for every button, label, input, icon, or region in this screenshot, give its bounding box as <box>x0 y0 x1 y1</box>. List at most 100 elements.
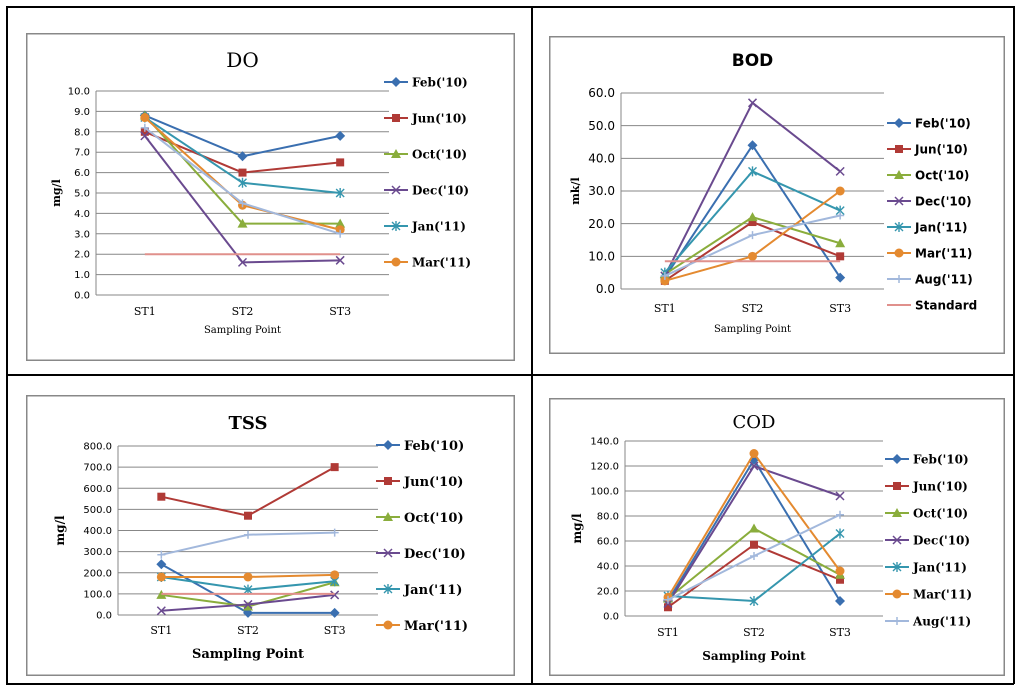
data-point <box>750 540 758 549</box>
x-axis-label: Sampling Point <box>702 649 806 663</box>
y-tick-label: 0.0 <box>74 291 90 302</box>
legend-label: Jan('11) <box>914 221 967 235</box>
y-axis-label: mg/l <box>570 513 584 543</box>
x-tick-label: ST1 <box>657 626 679 639</box>
legend-label: Feb('10) <box>404 439 464 454</box>
data-point <box>329 607 340 618</box>
legend-label: Dec('10) <box>915 195 972 209</box>
data-point <box>156 572 166 582</box>
y-tick-label: 9.0 <box>74 107 90 118</box>
data-point <box>237 218 248 228</box>
data-point <box>835 566 845 576</box>
legend-marker <box>391 149 401 158</box>
y-tick-label: 0.0 <box>603 612 619 623</box>
legend-label: Aug('11) <box>912 615 971 629</box>
legend-marker <box>391 257 401 267</box>
legend-label: Standard <box>915 299 977 313</box>
data-point <box>836 211 845 220</box>
x-tick-label: ST2 <box>232 305 254 318</box>
legend-marker <box>893 482 901 490</box>
frame-left <box>6 6 8 684</box>
data-point <box>836 510 844 519</box>
data-point <box>748 231 757 240</box>
x-tick-label: ST3 <box>829 302 851 315</box>
y-tick-label: 140.0 <box>590 437 619 448</box>
data-point <box>749 596 759 606</box>
legend-label: Mar('11) <box>913 588 972 602</box>
data-point <box>157 492 166 501</box>
data-point <box>749 461 759 471</box>
legend-label: Feb('10) <box>915 117 971 131</box>
legend-label: Oct('10) <box>915 169 969 183</box>
x-axis-label: Sampling Point <box>192 647 304 662</box>
y-axis-label: mk/l <box>569 177 582 204</box>
legend-marker <box>895 275 903 283</box>
y-tick-label: 0.0 <box>96 611 112 622</box>
y-tick-label: 8.0 <box>74 127 90 138</box>
x-axis-label: Sampling Point <box>204 325 281 336</box>
y-tick-label: 10.0 <box>68 87 90 98</box>
x-tick-label: ST2 <box>743 626 765 639</box>
data-point <box>664 595 672 604</box>
legend-marker <box>383 584 393 594</box>
chart-svg: BOD 0.0 10.0 20.0 30.0 40.0 50.0 60.0 ST1 ST2 ST3 S… <box>549 36 1005 354</box>
data-point <box>237 151 248 162</box>
legend-label: Aug('11) <box>915 273 973 287</box>
y-tick-label: 0.0 <box>596 282 615 296</box>
legend-label: Feb('10) <box>412 76 468 90</box>
data-point <box>747 98 758 108</box>
y-tick-label: 20.0 <box>588 217 615 231</box>
data-point <box>330 590 340 600</box>
legend-label: Feb('10) <box>913 453 969 467</box>
y-tick-label: 800.0 <box>83 442 112 453</box>
x-tick-label: ST2 <box>237 624 259 637</box>
legend-marker <box>894 196 904 206</box>
data-point <box>835 166 845 176</box>
y-tick-label: 100.0 <box>83 589 112 600</box>
chart-border <box>26 395 515 676</box>
y-tick-label: 5.0 <box>74 189 90 200</box>
data-point <box>836 252 845 261</box>
chart-svg: COD 0.0 20.0 40.0 60.0 80.0 100.0 120.0 140.0 ST1… <box>549 398 1005 676</box>
legend-label: Jan('11) <box>912 561 967 575</box>
y-tick-label: 6.0 <box>74 168 90 179</box>
y-tick-label: 300.0 <box>83 547 112 558</box>
data-point <box>335 130 346 141</box>
legend-label: Dec('10) <box>404 547 466 562</box>
legend-marker <box>892 508 902 517</box>
legend-label: Mar('11) <box>404 619 468 634</box>
chart-title: COD <box>733 412 776 433</box>
frame-divider-horizontal <box>6 374 1014 376</box>
data-point <box>238 168 247 177</box>
legend-marker <box>894 222 904 232</box>
legend-label: Jun('10) <box>914 143 968 157</box>
legend-marker <box>892 589 902 599</box>
legend-marker <box>391 185 401 195</box>
y-tick-label: 10.0 <box>588 250 615 264</box>
frame-right <box>1013 6 1015 684</box>
x-axis-label: Sampling Point <box>714 324 791 335</box>
data-point <box>836 575 844 584</box>
y-tick-label: 40.0 <box>597 562 619 573</box>
y-tick-label: 20.0 <box>597 587 619 598</box>
data-point <box>835 491 845 501</box>
legend-marker <box>392 114 400 122</box>
legend-marker <box>894 248 904 258</box>
data-point <box>140 113 150 123</box>
legend-label: Dec('10) <box>412 184 469 198</box>
data-point <box>747 212 758 222</box>
chart-border <box>549 36 1005 354</box>
data-point <box>238 199 247 208</box>
data-point <box>835 238 846 248</box>
data-point <box>749 449 759 458</box>
legend-label: Jan('11) <box>411 220 466 234</box>
chart-border <box>26 33 515 361</box>
chart-do: DO 0.0 1.0 2.0 3.0 4.0 5.0 6.0 7.0 8.0 9.0 10.0 ST1 S… <box>26 33 515 361</box>
data-point <box>335 188 345 198</box>
legend-marker <box>391 77 401 87</box>
x-tick-label: ST2 <box>742 302 764 315</box>
legend-label: Oct('10) <box>913 507 968 521</box>
data-point <box>330 528 339 537</box>
data-point <box>243 572 253 582</box>
